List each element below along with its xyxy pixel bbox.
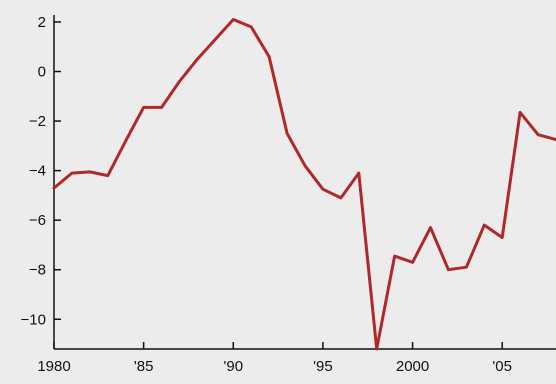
x-tick-label: '95: [313, 358, 333, 375]
y-tick-label: −4: [29, 163, 46, 180]
x-tick-label: '05: [492, 358, 512, 375]
x-tick-label: 1980: [37, 358, 70, 375]
y-tick-label: −2: [29, 113, 46, 130]
y-tick-label: 0: [38, 64, 46, 81]
y-tick-label: −8: [29, 262, 46, 279]
ticks-layer: 2 0 −2 −4 −6 −8 −10 1980 '85 '90 '95 2000 '05: [21, 14, 512, 375]
series-layer: [52, 18, 556, 351]
x-tick-label: '85: [134, 358, 154, 375]
x-tick-label: '90: [224, 358, 244, 375]
y-tick-label: −6: [29, 212, 46, 229]
x-tick-label: 2000: [396, 358, 429, 375]
y-tick-label: 2: [38, 14, 46, 31]
y-tick-label: −10: [21, 311, 46, 328]
axes: [53, 15, 556, 350]
series-line: [52, 18, 556, 351]
